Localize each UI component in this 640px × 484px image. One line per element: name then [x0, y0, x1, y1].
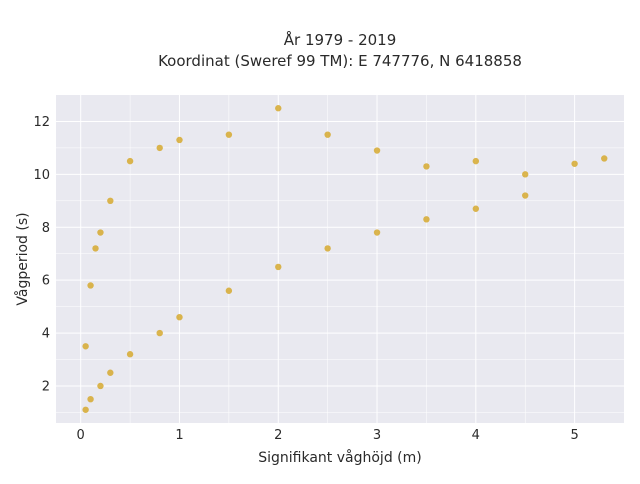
scatter-point: [275, 105, 282, 112]
chart-title-line-1: År 1979 - 2019: [284, 30, 397, 49]
scatter-point: [324, 245, 331, 252]
scatter-point: [107, 197, 114, 205]
y-tick-label: 10: [33, 168, 50, 183]
grid-lines: [56, 95, 624, 423]
x-tick-label: 2: [274, 428, 282, 443]
y-tick-label: 8: [42, 221, 50, 236]
y-tick-label: 6: [42, 274, 50, 289]
scatter-point: [472, 205, 480, 212]
scatter-point: [107, 369, 114, 376]
scatter-point: [225, 287, 233, 294]
scatter-points: [82, 105, 608, 413]
scatter-point: [522, 171, 529, 178]
x-tick-label: 4: [472, 428, 480, 443]
x-axis-title: Signifikant våghöjd (m): [258, 449, 421, 466]
x-tick-label: 5: [570, 428, 578, 443]
scatter-point: [522, 192, 529, 199]
scatter-point: [373, 229, 381, 236]
x-tick-label: 0: [77, 428, 85, 443]
scatter-point: [423, 163, 430, 170]
y-tick-label: 2: [42, 379, 50, 394]
scatter-point: [82, 343, 89, 350]
chart-title-line-2: Koordinat (Sweref 99 TM): E 747776, N 64…: [158, 52, 522, 70]
scatter-point: [225, 131, 233, 138]
scatter-point: [373, 147, 381, 154]
scatter-point: [87, 282, 94, 289]
scatter-point: [82, 406, 89, 413]
scatter-point: [324, 131, 331, 138]
x-tick-label: 1: [175, 428, 183, 443]
scatter-point: [126, 351, 134, 358]
y-tick-label: 4: [42, 327, 50, 342]
scatter-point: [275, 263, 282, 271]
scatter-point: [97, 382, 104, 390]
scatter-point: [472, 157, 480, 165]
scatter-point: [423, 216, 430, 223]
plot-area: [56, 95, 624, 423]
scatter-point: [176, 136, 183, 144]
scatter-point: [126, 157, 134, 165]
scatter-point: [87, 395, 94, 403]
scatter-point: [176, 313, 183, 321]
scatter-point: [156, 329, 163, 337]
y-tick-label: 12: [33, 115, 50, 130]
y-axis-title: Vågperiod (s): [14, 212, 31, 305]
scatter-point: [156, 144, 163, 152]
scatter-point: [601, 155, 608, 162]
scatter-point: [97, 229, 104, 236]
scatter-point: [571, 160, 578, 167]
scatter-point: [92, 245, 99, 252]
x-tick-label: 3: [373, 428, 381, 443]
